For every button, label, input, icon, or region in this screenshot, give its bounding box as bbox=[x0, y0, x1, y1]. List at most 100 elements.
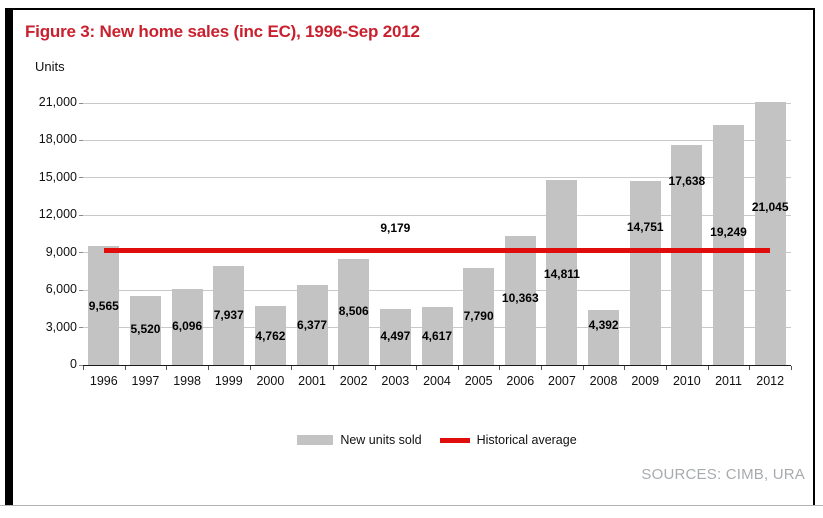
x-axis-label: 2009 bbox=[631, 374, 660, 388]
bar-value-label: 8,506 bbox=[338, 303, 369, 318]
x-axis-label: 2005 bbox=[464, 374, 493, 388]
x-axis-tick bbox=[374, 366, 376, 370]
legend-line-swatch-icon bbox=[439, 437, 470, 443]
x-axis-tick bbox=[332, 366, 334, 370]
bar-1996 bbox=[88, 245, 120, 365]
bar-value-label: 4,762 bbox=[255, 328, 286, 343]
sources-note: SOURCES: CIMB, URA bbox=[641, 466, 805, 483]
y-axis-tick bbox=[79, 177, 83, 179]
y-axis-tick bbox=[79, 327, 83, 329]
bar-value-label: 5,520 bbox=[130, 322, 161, 337]
y-gridline bbox=[83, 177, 791, 179]
y-axis-label: 18,000 bbox=[38, 132, 77, 147]
y-axis-tick bbox=[79, 364, 83, 366]
bar-2009 bbox=[629, 180, 661, 365]
legend-bar-label: New units sold bbox=[340, 433, 422, 447]
bar-value-label: 4,392 bbox=[588, 318, 619, 333]
x-axis-label: 2001 bbox=[298, 374, 326, 388]
bar-value-label: 4,497 bbox=[380, 328, 411, 343]
x-axis-tick bbox=[249, 366, 251, 370]
bar-2001 bbox=[296, 285, 328, 365]
x-axis-tick bbox=[416, 366, 418, 370]
frame-bottom-border bbox=[0, 505, 823, 506]
x-axis-tick bbox=[541, 366, 543, 370]
x-axis-label: 2007 bbox=[548, 374, 576, 388]
frame-right-border bbox=[813, 8, 815, 505]
bar-1997 bbox=[129, 296, 161, 365]
bar-1999 bbox=[213, 265, 245, 365]
x-axis-label: 2002 bbox=[339, 374, 368, 388]
y-axis-tick bbox=[79, 214, 83, 216]
bar-2012 bbox=[754, 102, 786, 365]
bar-value-label: 19,249 bbox=[710, 224, 747, 239]
x-axis-tick bbox=[457, 366, 459, 370]
x-axis-label: 2011 bbox=[715, 374, 742, 388]
frame-left-border bbox=[5, 8, 13, 505]
bar-value-label: 14,811 bbox=[543, 267, 580, 282]
x-axis-label: 1997 bbox=[131, 374, 160, 388]
y-axis-label: 12,000 bbox=[38, 207, 77, 222]
y-axis-label: 3,000 bbox=[45, 319, 77, 334]
y-gridline bbox=[83, 289, 791, 291]
chart-legend: New units sold Historical average bbox=[83, 433, 791, 447]
y-axis-units-label: Units bbox=[35, 59, 65, 74]
bar-value-label: 4,617 bbox=[421, 329, 453, 344]
bar-2004 bbox=[421, 307, 453, 365]
x-axis-label: 2010 bbox=[672, 374, 701, 388]
bar-2007 bbox=[546, 180, 578, 365]
x-axis-tick bbox=[207, 366, 209, 370]
x-axis-label: 2000 bbox=[256, 374, 285, 388]
y-axis-tick bbox=[79, 289, 83, 291]
bar-2011 bbox=[713, 124, 745, 365]
y-gridline bbox=[83, 214, 791, 216]
x-axis-tick bbox=[624, 366, 626, 370]
y-axis-tick bbox=[79, 252, 83, 254]
x-axis-tick bbox=[707, 366, 709, 370]
x-axis-tick bbox=[291, 366, 293, 370]
x-axis-label: 2008 bbox=[589, 374, 618, 388]
x-axis-tick bbox=[166, 366, 168, 370]
x-axis-label: 1999 bbox=[214, 374, 243, 388]
bar-2010 bbox=[671, 144, 703, 365]
x-axis-label: 1998 bbox=[173, 374, 201, 388]
x-axis-line bbox=[83, 365, 791, 366]
x-axis-tick bbox=[582, 366, 584, 370]
bar-value-label: 21,045 bbox=[751, 200, 789, 215]
legend-line-label: Historical average bbox=[476, 433, 577, 447]
bar-value-label: 10,363 bbox=[501, 290, 539, 305]
y-axis-label: 0 bbox=[70, 357, 77, 371]
x-axis-label: 1996 bbox=[89, 374, 118, 388]
x-axis-tick bbox=[666, 366, 668, 370]
bar-2000 bbox=[254, 305, 286, 365]
bar-value-label: 6,377 bbox=[297, 318, 328, 333]
bar-value-label: 14,751 bbox=[626, 219, 664, 234]
x-axis-tick bbox=[791, 366, 792, 370]
y-axis-label: 9,000 bbox=[45, 244, 77, 259]
y-axis-tick bbox=[79, 102, 83, 104]
y-axis-label: 21,000 bbox=[38, 95, 77, 109]
bar-value-label: 7,790 bbox=[463, 308, 494, 323]
legend-bar-swatch-icon bbox=[297, 435, 334, 445]
x-axis-tick bbox=[749, 366, 751, 370]
bar-2002 bbox=[338, 258, 370, 365]
bar-value-label: 6,096 bbox=[172, 318, 203, 333]
bar-2003 bbox=[379, 308, 411, 365]
bar-value-label: 7,937 bbox=[213, 307, 244, 322]
bar-1998 bbox=[171, 288, 203, 365]
x-axis-tick bbox=[499, 366, 501, 370]
figure-title: Figure 3: New home sales (inc EC), 1996-… bbox=[25, 22, 420, 41]
bar-value-label: 9,565 bbox=[88, 298, 119, 313]
bar-value-label: 17,638 bbox=[668, 173, 706, 188]
bar-2006 bbox=[504, 235, 536, 365]
bar-2008 bbox=[588, 310, 620, 365]
x-axis-label: 2004 bbox=[423, 374, 451, 388]
y-axis-label: 6,000 bbox=[45, 282, 77, 297]
x-axis-label: 2006 bbox=[506, 374, 535, 388]
x-axis-tick bbox=[83, 366, 84, 370]
y-axis-label: 15,000 bbox=[38, 169, 77, 184]
average-value-label: 9,179 bbox=[380, 221, 411, 236]
y-gridline bbox=[83, 102, 791, 104]
x-axis-label: 2012 bbox=[756, 374, 785, 388]
x-axis-tick bbox=[124, 366, 126, 370]
